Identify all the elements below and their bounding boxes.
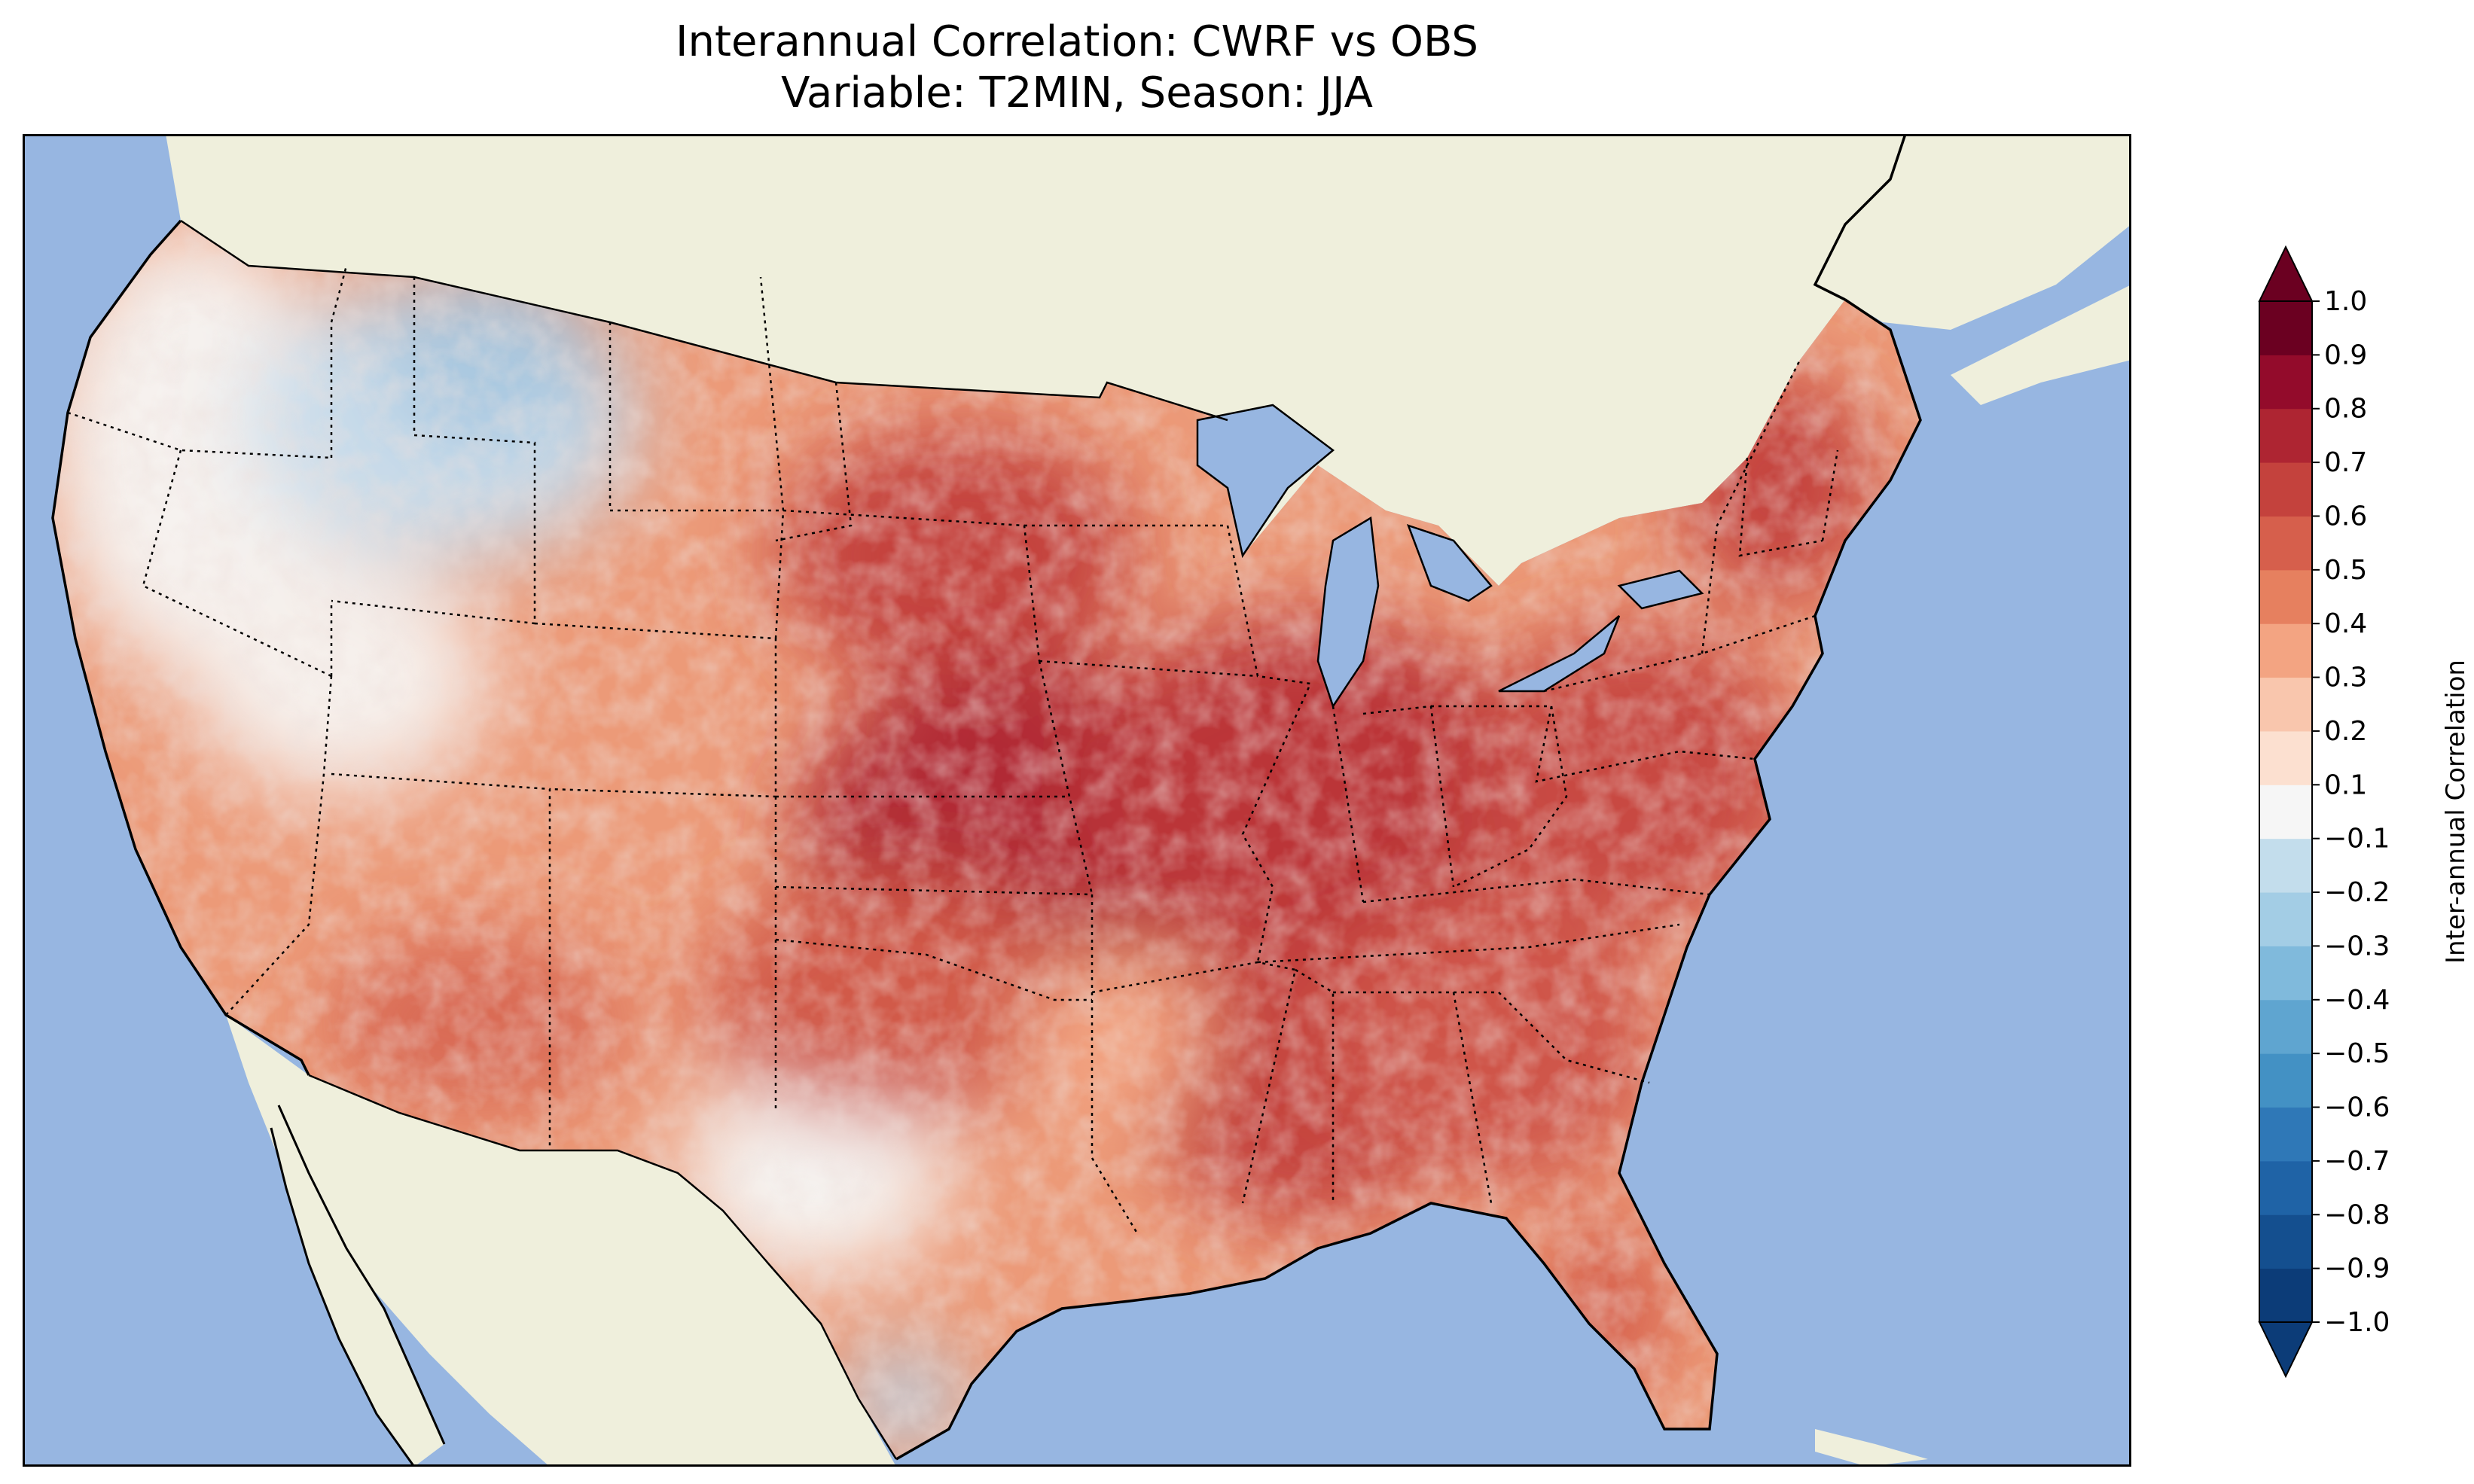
colorbar-swatch bbox=[2259, 892, 2312, 946]
colorbar-tick-label: 0.2 bbox=[2324, 716, 2367, 747]
mexico-coastline bbox=[270, 1105, 446, 1467]
colorbar-swatch bbox=[2259, 999, 2312, 1054]
colorbar-tick-label: 0.4 bbox=[2324, 608, 2367, 639]
international-border bbox=[180, 219, 1228, 1460]
colorbar-extend-top bbox=[2258, 245, 2314, 302]
colorbar-swatch bbox=[2259, 1214, 2312, 1269]
colorbar-swatch bbox=[2259, 946, 2312, 1001]
colorbar-ticks: 1.0 0.9 0.8 0.7 0.6 0.5 0.4 0.3 0.2 0.1 −0.1 −0.2 −0… bbox=[2312, 286, 2390, 1338]
colorbar-tick-label: 0.3 bbox=[2324, 663, 2367, 693]
colorbar-tick-label: 0.1 bbox=[2324, 769, 2367, 800]
coastline bbox=[51, 134, 1922, 1461]
colorbar-tick-label: −0.4 bbox=[2324, 985, 2390, 1016]
colorbar-tick-label: 0.6 bbox=[2324, 501, 2367, 532]
correlation-map bbox=[23, 134, 2131, 1467]
colorbar-swatch bbox=[2259, 785, 2312, 840]
colorbar-tick-label: 0.5 bbox=[2324, 555, 2367, 586]
title-line-2: Variable: T2MIN, Season: JJA bbox=[781, 69, 1373, 117]
colorbar-swatch bbox=[2259, 838, 2312, 893]
colorbar-swatch bbox=[2259, 408, 2312, 463]
colorbar-swatch bbox=[2259, 1053, 2312, 1108]
colorbar-swatches bbox=[2259, 300, 2313, 1323]
colorbar-swatch bbox=[2259, 1160, 2312, 1215]
colorbar-tick-label: −1.0 bbox=[2324, 1307, 2390, 1338]
baja-california bbox=[271, 1105, 444, 1467]
colorbar-tick-label: 0.7 bbox=[2324, 447, 2367, 478]
colorbar-swatch bbox=[2259, 677, 2312, 732]
great-lakes bbox=[1196, 404, 1704, 708]
state-borders bbox=[67, 265, 1839, 1234]
colorbar-swatch bbox=[2259, 301, 2312, 355]
colorbar-tick-label: −0.5 bbox=[2324, 1038, 2390, 1069]
colorbar-tick-label: −0.8 bbox=[2324, 1199, 2390, 1230]
colorbar-tick-label: 0.9 bbox=[2324, 340, 2367, 370]
title-line-1: Interannual Correlation: CWRF vs OBS bbox=[676, 17, 1478, 66]
colorbar-tick-label: −0.1 bbox=[2324, 824, 2390, 855]
colorbar-tick-label: −0.6 bbox=[2324, 1092, 2390, 1123]
colorbar-tick-label: −0.7 bbox=[2324, 1146, 2390, 1177]
mexico-landmass bbox=[226, 1015, 896, 1467]
colorbar-swatch bbox=[2259, 462, 2312, 517]
colorbar-swatch bbox=[2259, 730, 2312, 785]
colorbar-swatch bbox=[2259, 516, 2312, 571]
colorbar-swatch bbox=[2259, 1107, 2312, 1162]
colorbar-tick-label: −0.3 bbox=[2324, 931, 2390, 961]
canada-landmass bbox=[166, 134, 2131, 586]
nova-scotia bbox=[1951, 285, 2131, 405]
colorbar: 1.0 0.9 0.8 0.7 0.6 0.5 0.4 0.3 0.2 0.1 −0.1 −0.2 −0… bbox=[2258, 245, 2471, 1379]
colorbar-swatch bbox=[2259, 569, 2312, 624]
cuba bbox=[1815, 1429, 1928, 1467]
colorbar-swatch bbox=[2259, 1268, 2312, 1323]
colorbar-tick-label: −0.2 bbox=[2324, 877, 2390, 908]
colorbar-swatch bbox=[2259, 623, 2312, 678]
map-frame bbox=[23, 134, 2131, 1467]
colorbar-tick-label: 1.0 bbox=[2324, 286, 2367, 317]
colorbar-extend-bottom bbox=[2258, 1321, 2314, 1379]
colorbar-label: Inter-annual Correlation bbox=[2441, 660, 2471, 964]
colorbar-swatch bbox=[2259, 355, 2312, 410]
colorbar-tick-label: 0.8 bbox=[2324, 394, 2367, 425]
colorbar-tick-label: −0.9 bbox=[2324, 1254, 2390, 1284]
chart-title: Interannual Correlation: CWRF vs OBS Var… bbox=[0, 17, 2154, 119]
